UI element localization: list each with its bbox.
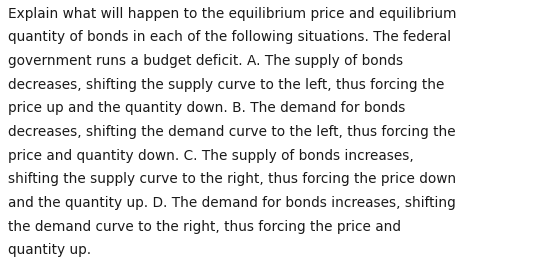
Text: and the quantity up. D. The demand for bonds increases, shifting: and the quantity up. D. The demand for b… bbox=[8, 196, 456, 210]
Text: shifting the supply curve to the right, thus forcing the price down: shifting the supply curve to the right, … bbox=[8, 172, 456, 186]
Text: Explain what will happen to the equilibrium price and equilibrium: Explain what will happen to the equilibr… bbox=[8, 7, 457, 21]
Text: decreases, shifting the demand curve to the left, thus forcing the: decreases, shifting the demand curve to … bbox=[8, 125, 456, 139]
Text: quantity of bonds in each of the following situations. The federal: quantity of bonds in each of the followi… bbox=[8, 30, 451, 44]
Text: the demand curve to the right, thus forcing the price and: the demand curve to the right, thus forc… bbox=[8, 220, 401, 234]
Text: quantity up.: quantity up. bbox=[8, 243, 92, 257]
Text: government runs a budget deficit. A. The supply of bonds: government runs a budget deficit. A. The… bbox=[8, 54, 403, 68]
Text: decreases, shifting the supply curve to the left, thus forcing the: decreases, shifting the supply curve to … bbox=[8, 78, 445, 92]
Text: price and quantity down. C. The supply of bonds increases,: price and quantity down. C. The supply o… bbox=[8, 149, 414, 163]
Text: price up and the quantity down. B. The demand for bonds: price up and the quantity down. B. The d… bbox=[8, 101, 406, 115]
